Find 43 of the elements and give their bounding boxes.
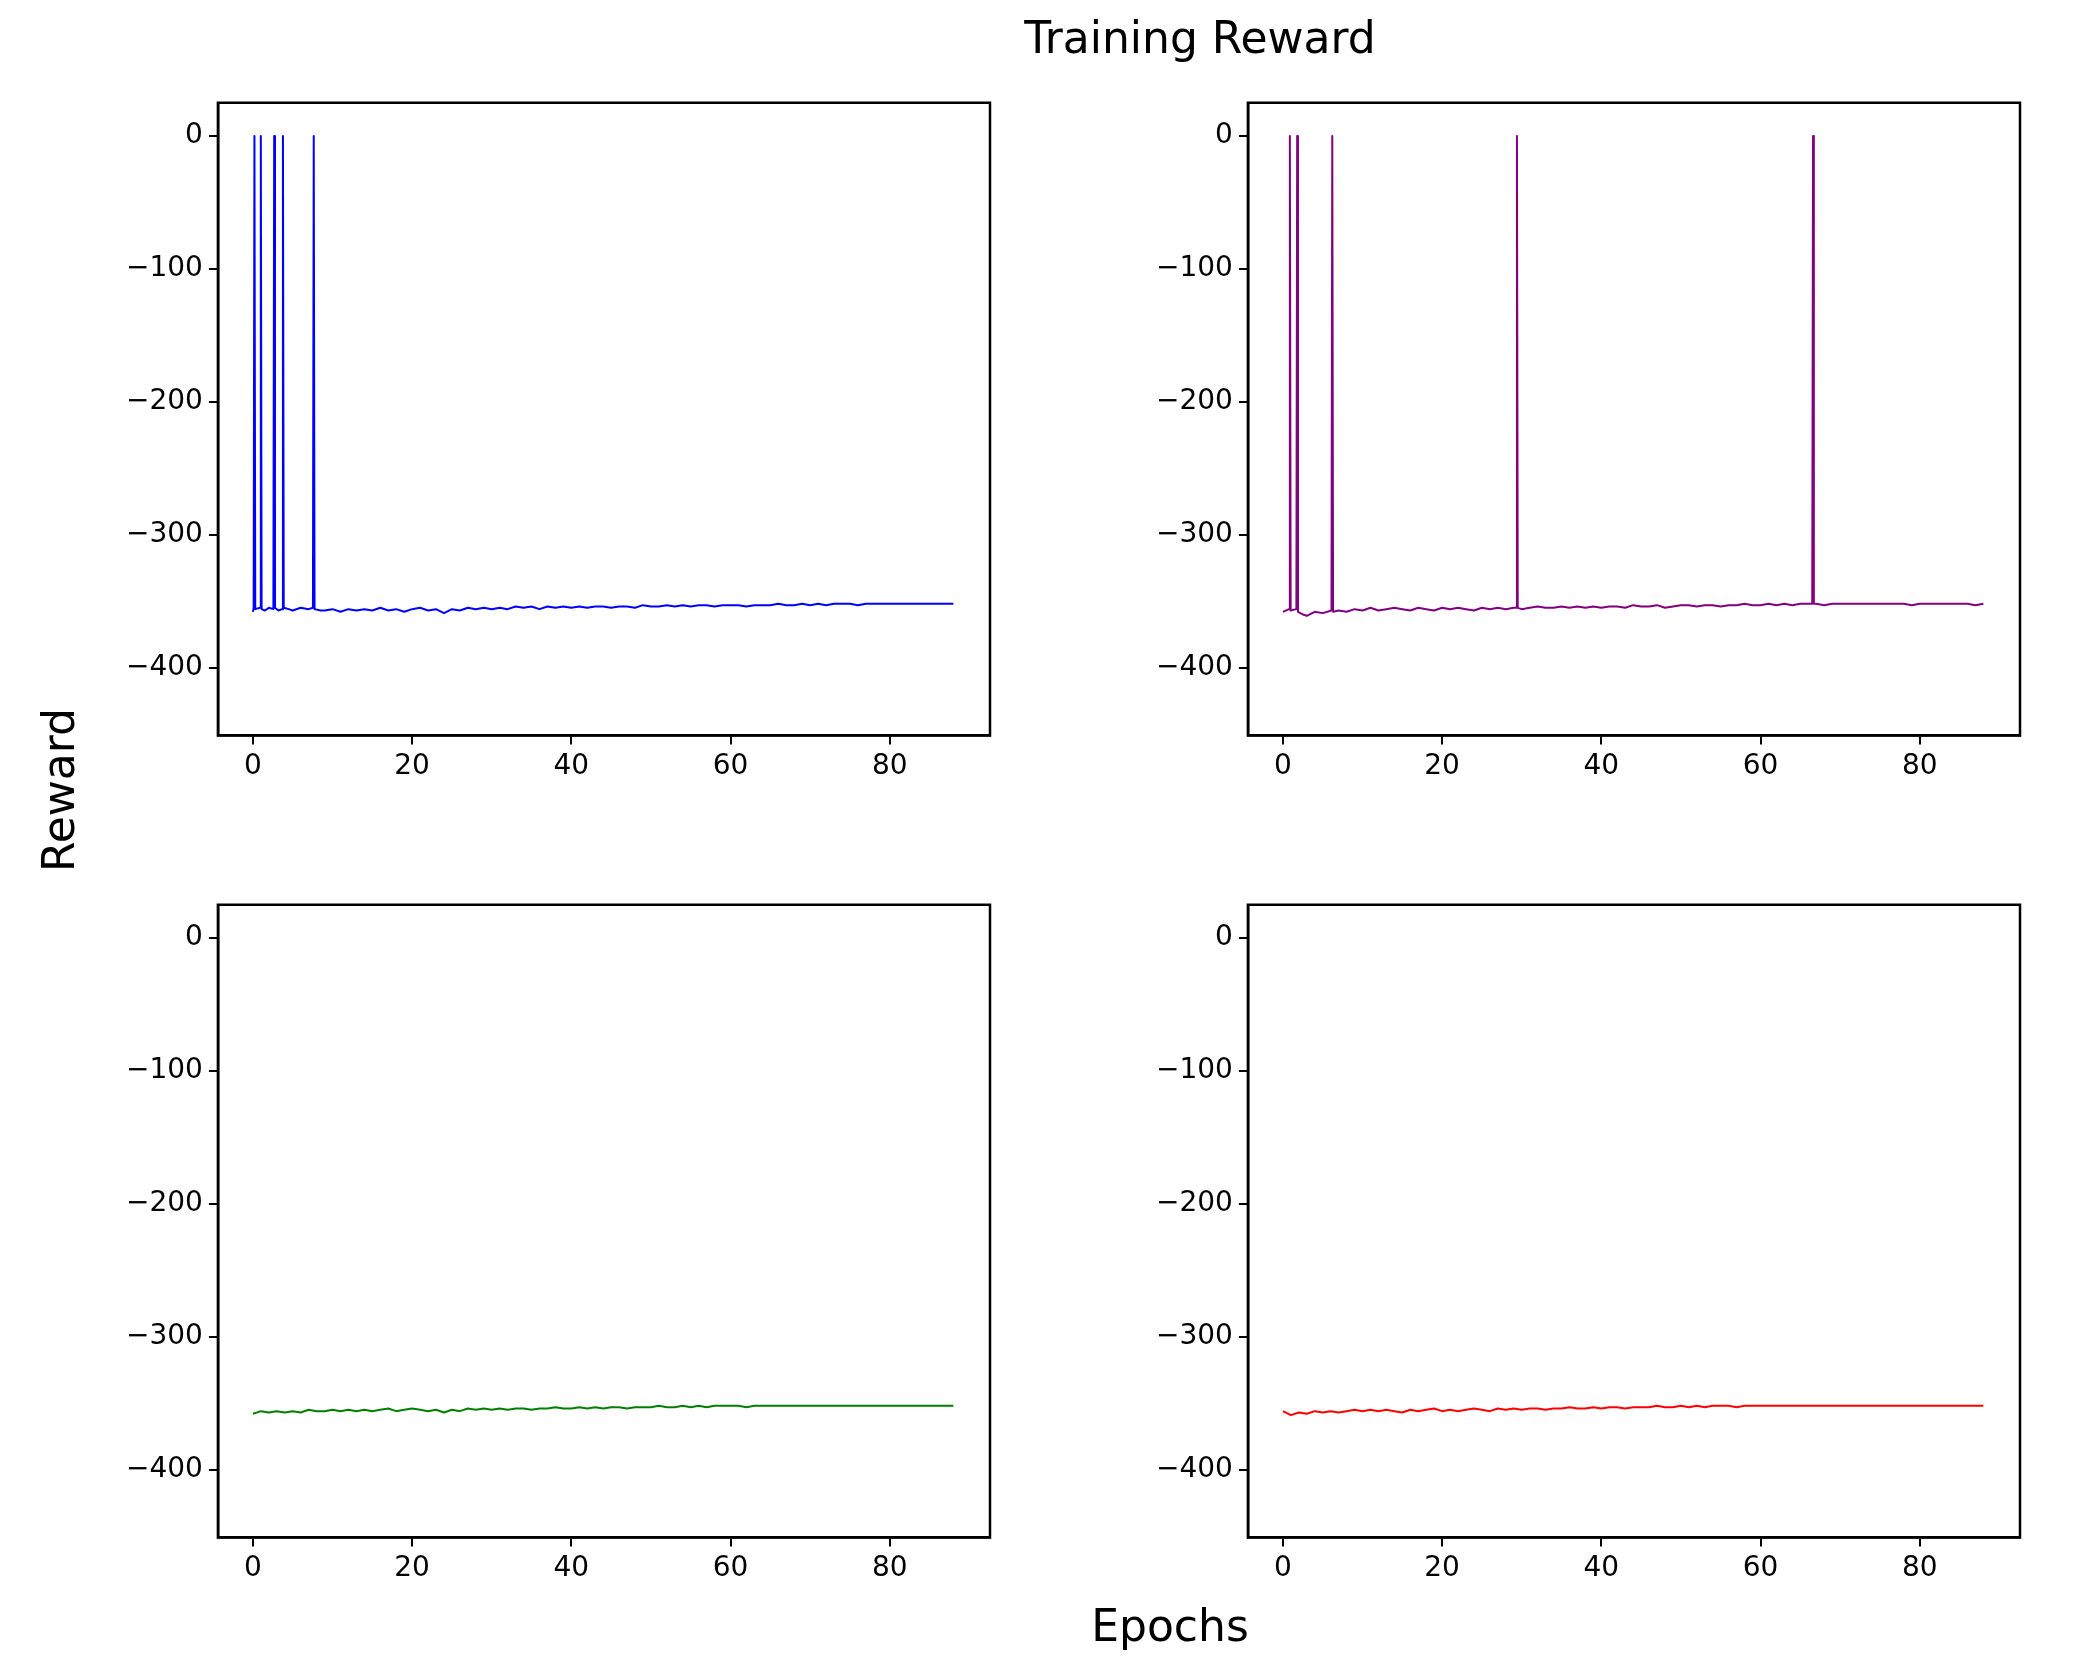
chart-title: Training Reward — [1024, 12, 1376, 63]
x-tick-label: 20 — [1424, 1550, 1460, 1584]
y-tick-label: −300 — [1156, 1318, 1233, 1351]
y-tick-label: −100 — [126, 250, 203, 284]
y-tick-label: −100 — [1156, 250, 1233, 284]
y-tick-label: −200 — [126, 383, 203, 417]
x-tick-label: 60 — [712, 748, 749, 782]
x-tick-label: 20 — [394, 1550, 430, 1584]
x-tick-label: 80 — [871, 748, 908, 782]
x-tick-label: 80 — [871, 1550, 908, 1584]
y-tick-label: −400 — [126, 1450, 203, 1484]
y-tick-label: −400 — [1156, 648, 1233, 682]
x-tick-label: 40 — [1583, 1550, 1620, 1584]
x-tick-label: 0 — [244, 1550, 262, 1584]
y-tick-label: −300 — [126, 516, 203, 549]
x-tick-label: 80 — [1901, 1550, 1938, 1584]
y-tick-label: −400 — [126, 648, 203, 682]
x-tick-label: 40 — [1583, 748, 1620, 782]
y-tick-label: −200 — [126, 1185, 203, 1219]
x-tick-label: 40 — [553, 748, 590, 782]
x-tick-label: 40 — [553, 1550, 590, 1584]
y-tick-label: −300 — [1156, 516, 1233, 549]
y-tick-label: −200 — [1156, 383, 1233, 417]
x-tick-label: 20 — [1424, 748, 1460, 782]
x-tick-label: 0 — [1274, 748, 1292, 782]
x-tick-label: 20 — [394, 748, 430, 782]
y-tick-label: −300 — [126, 1318, 203, 1351]
y-tick-label: −400 — [1156, 1450, 1233, 1484]
x-axis-title: Epochs — [1091, 1600, 1249, 1651]
x-tick-label: 60 — [1742, 748, 1779, 782]
y-tick-label: 0 — [1215, 919, 1233, 953]
x-tick-label: 80 — [1901, 748, 1938, 782]
y-axis-title: Reward — [32, 708, 84, 872]
y-tick-label: 0 — [1215, 117, 1233, 151]
y-tick-label: −200 — [1156, 1185, 1233, 1219]
y-tick-label: −100 — [126, 1052, 203, 1086]
x-tick-label: 0 — [1274, 1550, 1292, 1584]
y-tick-label: 0 — [185, 117, 203, 151]
x-tick-label: 60 — [712, 1550, 749, 1584]
x-tick-label: 0 — [244, 748, 262, 782]
y-tick-label: −100 — [1156, 1052, 1233, 1086]
x-tick-label: 60 — [1742, 1550, 1779, 1584]
y-tick-label: 0 — [185, 919, 203, 953]
